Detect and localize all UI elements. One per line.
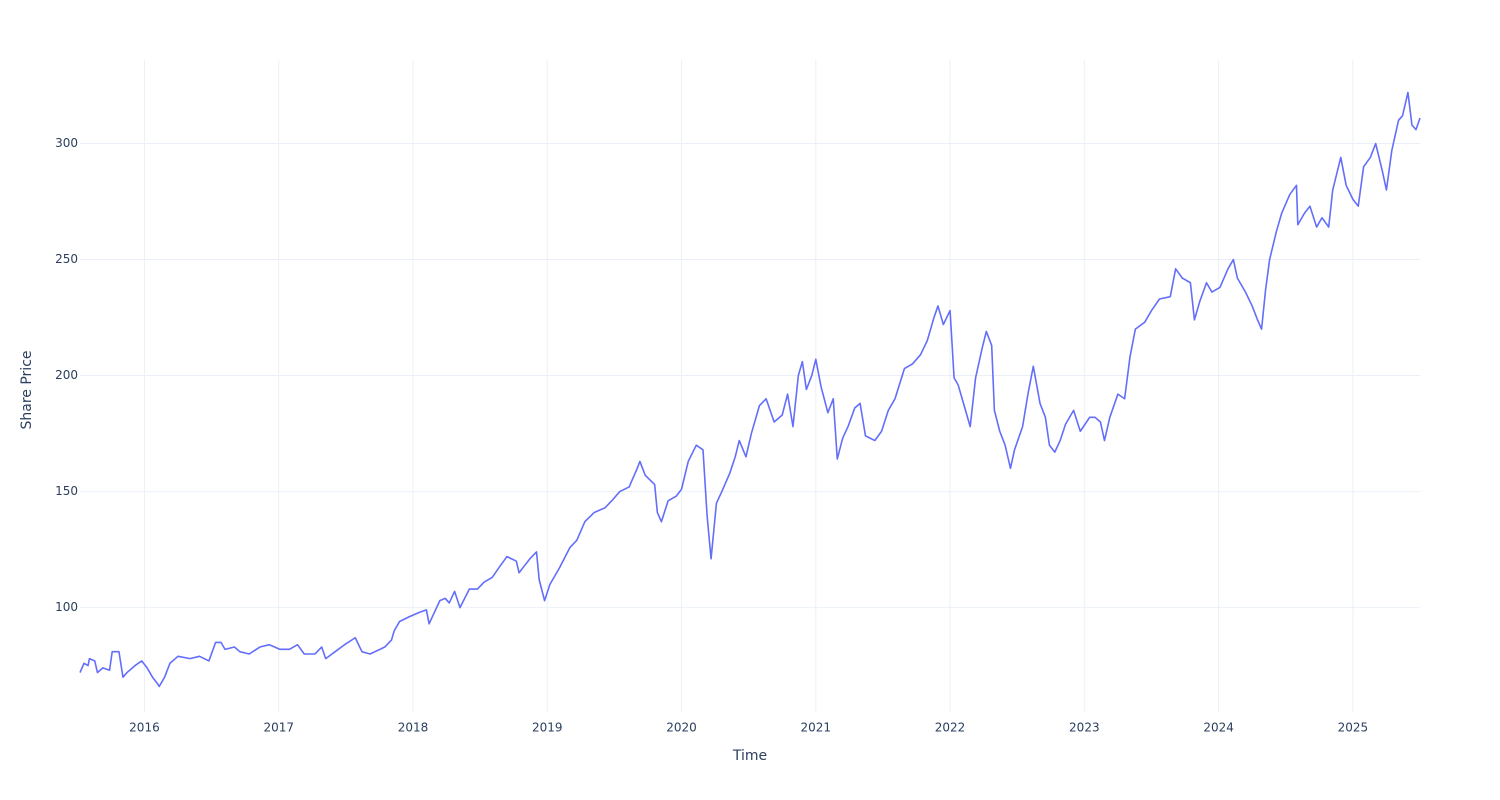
x-tick-label: 2025 (1338, 721, 1369, 735)
y-tick-label: 200 (55, 368, 78, 382)
x-tick-label: 2024 (1203, 721, 1234, 735)
y-tick-label: 300 (55, 136, 78, 150)
x-tick-label: 2023 (1069, 721, 1100, 735)
x-tick-label: 2022 (935, 721, 966, 735)
x-tick-label: 2020 (666, 721, 697, 735)
x-tick-label: 2018 (398, 721, 429, 735)
x-tick-label: 2021 (801, 721, 832, 735)
x-axis-title: Time (732, 748, 767, 764)
y-tick-label: 100 (55, 600, 78, 614)
x-tick-label: 2016 (129, 721, 160, 735)
y-tick-label: 250 (55, 252, 78, 266)
y-axis-title: Share Price (19, 350, 35, 429)
y-tick-label: 150 (55, 484, 78, 498)
grid (80, 60, 1420, 712)
price-line (79, 91, 1421, 688)
x-tick-label: 2017 (263, 721, 294, 735)
x-tick-label: 2019 (532, 721, 563, 735)
